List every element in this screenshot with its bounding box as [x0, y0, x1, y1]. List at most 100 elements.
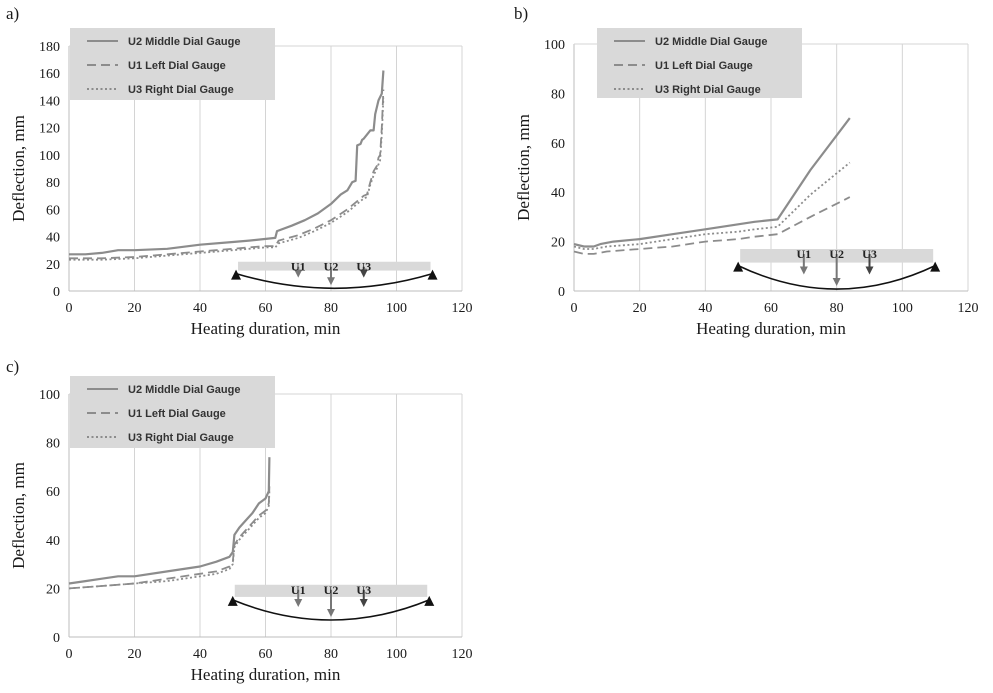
gauge-label-u2: U2	[829, 247, 844, 261]
panel-label: b)	[514, 4, 528, 23]
y-tick-label: 160	[39, 67, 60, 82]
legend: U2 Middle Dial Gauge U1 Left Dial Gauge U3…	[597, 28, 802, 98]
y-tick-label: 60	[551, 137, 565, 152]
right-support-icon	[427, 269, 438, 280]
y-tick-label: 40	[46, 231, 60, 246]
gauge-label-u2: U2	[324, 260, 339, 274]
legend-entry: U2 Middle Dial Gauge	[128, 384, 240, 396]
right-support-icon	[930, 261, 941, 272]
y-axis-title: Deflection, mm	[9, 115, 28, 222]
legend-entry: U3 Right Dial Gauge	[128, 84, 234, 96]
left-support-icon	[733, 261, 744, 272]
y-tick-label: 80	[551, 87, 565, 102]
series-line-u3-right	[68, 491, 271, 590]
series-line-u3-right	[69, 97, 385, 261]
legend-entry: U1 Left Dial Gauge	[655, 60, 753, 72]
gauge-arrow-icon	[865, 266, 874, 275]
gauge-label-u3: U3	[862, 247, 877, 261]
x-tick-label: 0	[571, 301, 578, 316]
y-tick-label: 20	[551, 236, 565, 251]
series-line-u3-right	[573, 161, 851, 250]
gauge-arrow-icon	[294, 598, 303, 607]
y-tick-label: 80	[46, 437, 60, 452]
panel-label: c)	[6, 357, 19, 376]
beam-deflected-shape	[235, 272, 433, 290]
x-axis-title: Heating duration, min	[191, 319, 341, 338]
y-tick-label: 40	[551, 186, 565, 201]
y-tick-label: 120	[39, 122, 60, 137]
x-tick-label: 20	[633, 301, 647, 316]
y-tick-label: 0	[53, 285, 60, 300]
x-tick-label: 0	[66, 301, 73, 316]
x-tick-label: 120	[452, 301, 473, 316]
x-tick-label: 40	[698, 301, 712, 316]
gauge-arrow-icon	[327, 608, 335, 617]
gauge-label-u1: U1	[291, 583, 306, 597]
legend-entry: U3 Right Dial Gauge	[655, 84, 761, 96]
y-axis-title: Deflection, mm	[514, 114, 533, 221]
legend-box	[597, 28, 802, 98]
gauge-label-u3: U3	[356, 260, 371, 274]
gauge-label-u1: U1	[291, 260, 306, 274]
y-tick-label: 60	[46, 485, 60, 500]
chart-panel-a: a) 0 20 40 60 80 100 120 0 20 40 60 80 100 120 140 160 18…	[6, 4, 473, 338]
chart-panel-c: c) 0 20 40 60 80 100 120 0 20 40 60 80 100 Heating dur…	[6, 357, 473, 684]
y-tick-label: 100	[544, 38, 565, 53]
y-tick-label: 0	[558, 285, 565, 300]
x-tick-label: 80	[324, 301, 338, 316]
gauge-arrow-icon	[327, 277, 335, 286]
gauge-label-u3: U3	[356, 583, 371, 597]
gauge-arrow-icon	[294, 269, 303, 278]
x-tick-label: 120	[958, 301, 979, 316]
series-line-u2-middle	[573, 117, 851, 248]
y-tick-label: 20	[46, 258, 60, 273]
legend: U2 Middle Dial Gauge U1 Left Dial Gauge U3…	[70, 28, 275, 100]
gauge-label-u2: U2	[324, 583, 339, 597]
x-tick-label: 20	[128, 301, 142, 316]
x-axis-title: Heating duration, min	[191, 665, 341, 684]
x-tick-label: 80	[830, 301, 844, 316]
series-line-u1-left	[573, 196, 851, 255]
right-support-icon	[424, 595, 435, 606]
beam-deflected-shape	[737, 264, 936, 290]
y-tick-label: 20	[46, 582, 60, 597]
legend: U2 Middle Dial Gauge U1 Left Dial Gauge U3…	[70, 376, 275, 448]
left-support-icon	[231, 269, 242, 280]
x-axis-title: Heating duration, min	[696, 319, 846, 338]
series-line-u2-middle	[69, 70, 385, 256]
x-tick-label: 40	[193, 647, 207, 662]
legend-entry: U1 Left Dial Gauge	[128, 408, 226, 420]
x-tick-label: 0	[66, 647, 73, 662]
x-tick-label: 100	[386, 647, 407, 662]
x-tick-label: 60	[764, 301, 778, 316]
gauge-arrow-icon	[359, 269, 368, 278]
y-tick-label: 80	[46, 176, 60, 191]
gauge-label-u1: U1	[796, 247, 811, 261]
left-support-icon	[227, 595, 238, 606]
legend-entry: U1 Left Dial Gauge	[128, 60, 226, 72]
legend-entry: U2 Middle Dial Gauge	[655, 36, 767, 48]
x-tick-label: 20	[128, 647, 142, 662]
x-tick-label: 100	[386, 301, 407, 316]
x-tick-label: 120	[452, 647, 473, 662]
series-line-u1-left	[69, 89, 385, 260]
gauge-arrow-icon	[832, 278, 841, 287]
y-tick-label: 140	[39, 94, 60, 109]
panel-label: a)	[6, 4, 19, 23]
x-tick-label: 100	[892, 301, 913, 316]
y-tick-label: 60	[46, 203, 60, 218]
chart-panel-b: b) 0 20 40 60 80 100 120 0 20 40 60 80 100 Heating dur…	[514, 4, 979, 338]
x-tick-label: 60	[259, 647, 273, 662]
x-tick-label: 80	[324, 647, 338, 662]
x-tick-label: 40	[193, 301, 207, 316]
beam-deflected-shape	[232, 599, 430, 621]
y-tick-label: 0	[53, 631, 60, 646]
series-line-u1-left	[68, 486, 271, 590]
y-tick-label: 100	[39, 149, 60, 164]
y-tick-label: 40	[46, 534, 60, 549]
gauge-arrow-icon	[359, 598, 368, 607]
y-axis-title: Deflection, mm	[9, 462, 28, 569]
legend-entry: U3 Right Dial Gauge	[128, 432, 234, 444]
beam-bar	[238, 261, 431, 271]
